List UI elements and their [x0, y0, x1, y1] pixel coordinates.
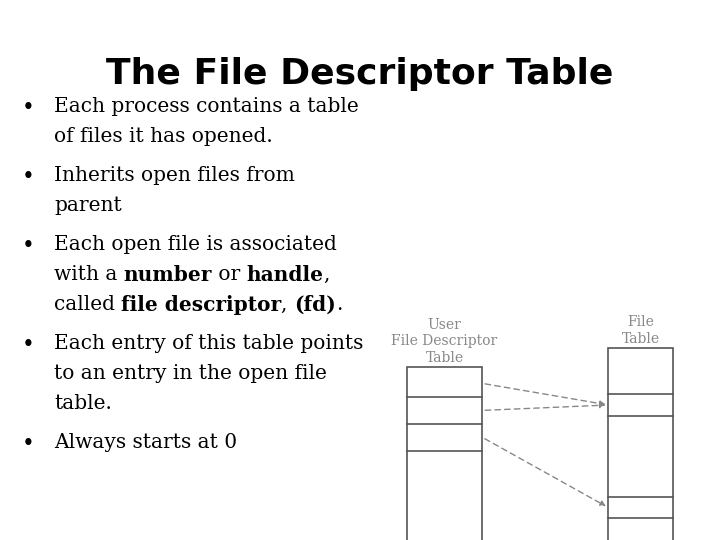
- Text: •: •: [22, 97, 35, 119]
- Text: ,: ,: [282, 295, 294, 314]
- Text: or: or: [212, 265, 247, 284]
- Text: •: •: [22, 235, 35, 258]
- Text: handle: handle: [247, 265, 324, 285]
- Text: Always starts at 0: Always starts at 0: [54, 433, 237, 452]
- Text: number: number: [124, 265, 212, 285]
- Text: of files it has opened.: of files it has opened.: [54, 127, 273, 146]
- Text: •: •: [22, 166, 35, 188]
- Text: to an entry in the open file: to an entry in the open file: [54, 364, 327, 383]
- Text: The File Descriptor Table: The File Descriptor Table: [107, 57, 613, 91]
- Text: .: .: [336, 295, 343, 314]
- Text: User
File Descriptor
Table: User File Descriptor Table: [392, 318, 498, 365]
- Text: Each entry of this table points: Each entry of this table points: [54, 334, 364, 353]
- Text: table.: table.: [54, 394, 112, 413]
- Text: parent: parent: [54, 196, 122, 215]
- Text: ,: ,: [324, 265, 330, 284]
- Text: file descriptor: file descriptor: [122, 295, 282, 315]
- Text: •: •: [22, 433, 35, 455]
- Text: File
Table: File Table: [622, 315, 660, 346]
- Text: Each open file is associated: Each open file is associated: [54, 235, 337, 254]
- Text: (fd): (fd): [294, 295, 336, 315]
- Text: •: •: [22, 334, 35, 356]
- Text: with a: with a: [54, 265, 124, 284]
- Text: Each process contains a table: Each process contains a table: [54, 97, 359, 116]
- Text: called: called: [54, 295, 122, 314]
- Text: Inherits open files from: Inherits open files from: [54, 166, 295, 185]
